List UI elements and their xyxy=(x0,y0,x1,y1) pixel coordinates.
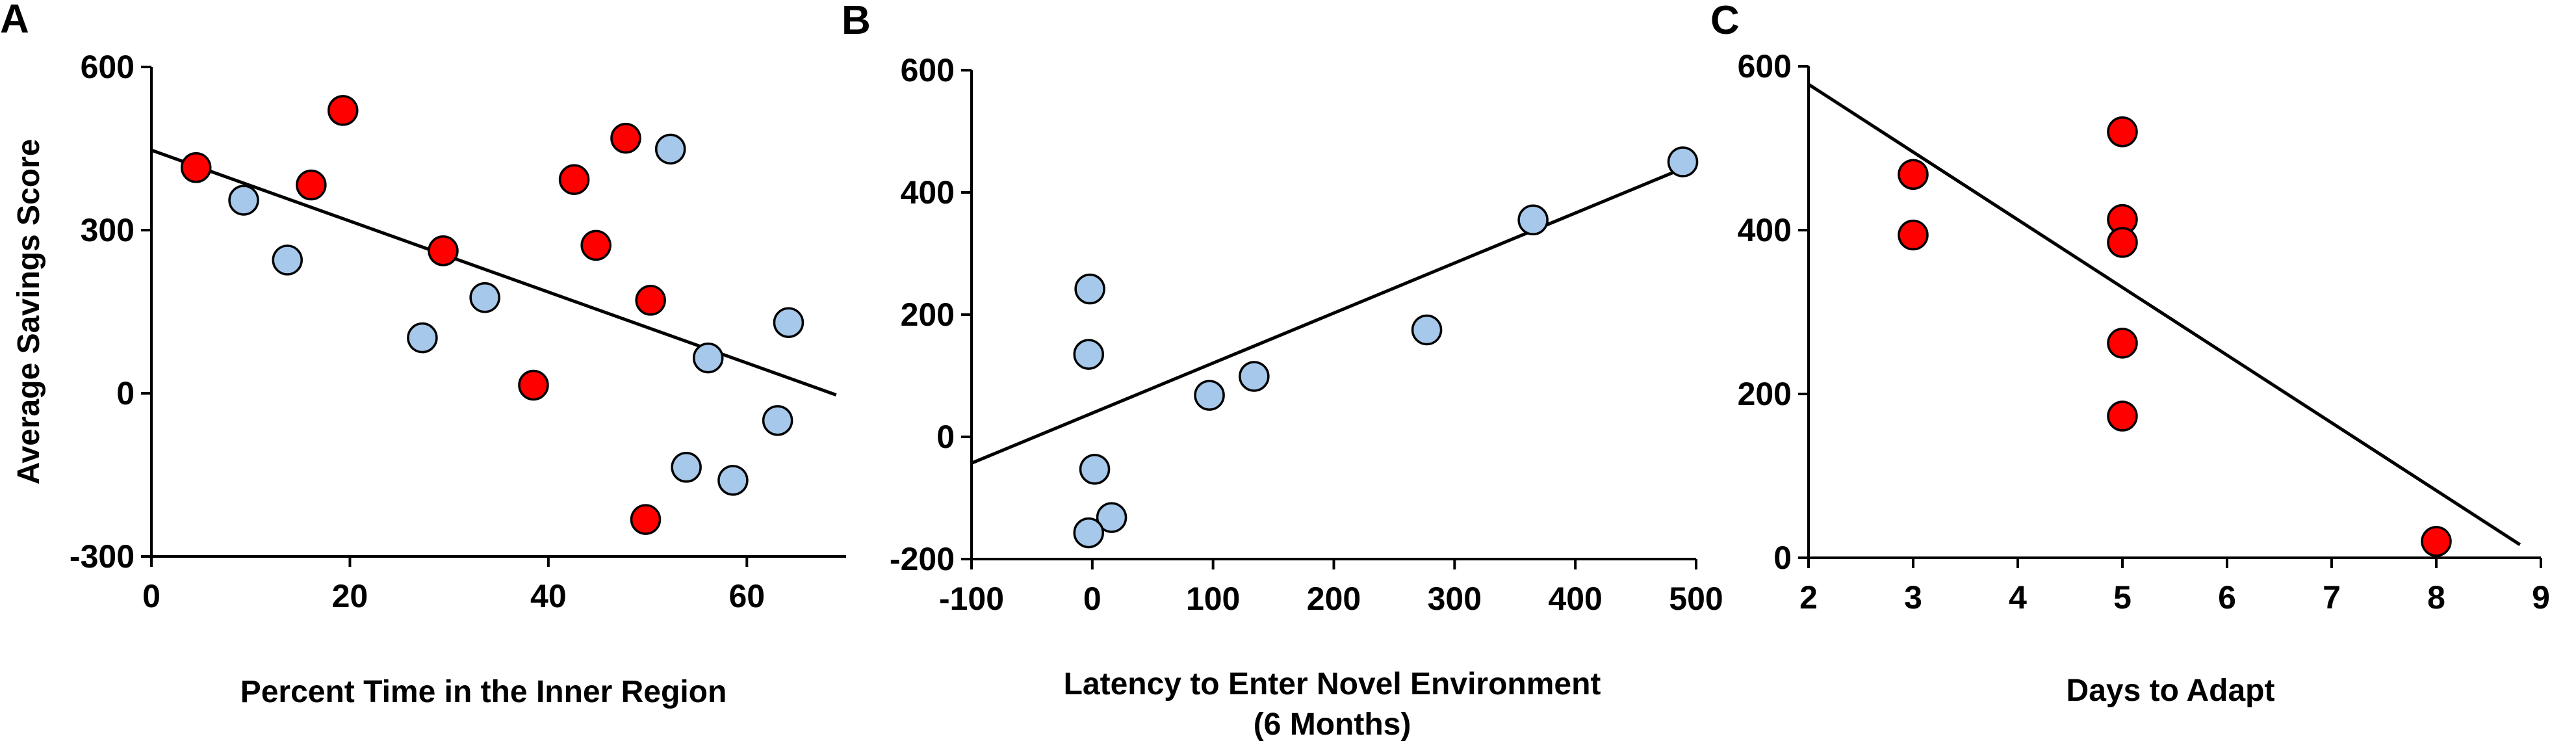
x-tick-label: 200 xyxy=(1307,581,1361,617)
data-point-blue xyxy=(469,281,500,313)
panel-c: C 0 200 400 600 2 3 4 5 6 7 8 9 Days to Adapt xyxy=(1710,0,2550,708)
data-point-red xyxy=(630,504,662,535)
data-point-blue xyxy=(228,185,259,216)
regression-line xyxy=(151,148,837,397)
x-tick-label: 2 xyxy=(1799,579,1818,616)
data-point-red xyxy=(327,95,359,126)
y-tick-label: 0 xyxy=(116,375,135,412)
x-axis-subtitle: (6 Months) xyxy=(1254,707,1411,742)
data-point-blue xyxy=(272,244,303,276)
data-point-red xyxy=(2107,227,2138,258)
data-point-red xyxy=(610,122,641,154)
y-tick-label: 600 xyxy=(81,49,135,85)
x-tick-label: 8 xyxy=(2427,579,2445,616)
data-point-blue xyxy=(1096,502,1127,533)
data-point-blue xyxy=(773,307,805,338)
data-point-blue xyxy=(1517,204,1549,236)
data-point-red xyxy=(635,285,666,316)
x-tick-label: 40 xyxy=(530,578,567,614)
data-point-blue xyxy=(1239,361,1270,392)
y-tick-label: 200 xyxy=(1738,376,1792,412)
x-axis-title: Latency to Enter Novel Environment xyxy=(1064,667,1601,701)
x-tick-label: 60 xyxy=(728,578,765,614)
x-tick-label: 0 xyxy=(142,578,161,614)
x-tick-label: 20 xyxy=(332,578,368,614)
x-tick-label: 500 xyxy=(1669,581,1723,617)
x-tick-label: 6 xyxy=(2218,579,2236,616)
y-tick-label: 300 xyxy=(81,212,135,248)
x-tick-label: 9 xyxy=(2532,579,2550,616)
panel-letter: C xyxy=(1710,0,1740,43)
y-tick-label: 400 xyxy=(901,174,955,211)
data-point-red xyxy=(2107,116,2138,148)
y-tick-label: -300 xyxy=(70,538,135,575)
x-axis-title: Percent Time in the Inner Region xyxy=(240,675,727,709)
data-point-blue xyxy=(1074,273,1105,305)
y-tick-label: 400 xyxy=(1738,212,1792,248)
y-axis-title: Average Savings Score xyxy=(12,139,46,485)
data-point-blue xyxy=(654,133,686,165)
y-tick-label: 600 xyxy=(1738,48,1792,85)
y-tick-label: 0 xyxy=(936,419,955,455)
data-point-blue xyxy=(407,322,438,354)
data-point-red xyxy=(1898,159,1929,190)
x-tick-label: 3 xyxy=(1904,579,1922,616)
data-point-blue xyxy=(692,342,724,374)
regression-line xyxy=(1807,83,2521,546)
x-tick-label: 4 xyxy=(2009,579,2027,616)
data-point-red xyxy=(180,152,212,183)
x-tick-label: 0 xyxy=(1083,581,1101,617)
data-point-blue xyxy=(762,405,793,436)
data-point-red xyxy=(2107,400,2138,432)
y-tick-label: -200 xyxy=(890,541,955,577)
panel-b: B -200 0 200 400 600 -100 0 100 200 300 400 500 Laten… xyxy=(842,0,1723,742)
y-tick-label: 600 xyxy=(901,52,955,88)
data-point-blue xyxy=(671,452,702,483)
x-tick-label: 300 xyxy=(1428,581,1482,617)
y-tick-label: 0 xyxy=(1773,540,1792,576)
data-point-red xyxy=(2107,328,2138,359)
data-point-blue xyxy=(1073,517,1105,549)
x-tick-label: 5 xyxy=(2113,579,2132,616)
regression-line xyxy=(971,166,1685,465)
data-point-blue xyxy=(1194,380,1225,411)
x-tick-label: 400 xyxy=(1548,581,1602,617)
panel-letter: A xyxy=(0,0,29,42)
data-point-red xyxy=(428,235,459,267)
data-point-red xyxy=(296,169,327,201)
data-point-blue xyxy=(1073,339,1105,370)
x-tick-label: 100 xyxy=(1186,581,1240,617)
data-point-red xyxy=(558,164,590,195)
data-point-red xyxy=(2421,526,2452,557)
data-point-red xyxy=(518,369,549,401)
panel-letter: B xyxy=(842,0,871,43)
data-point-blue xyxy=(1079,454,1111,485)
x-tick-label: 7 xyxy=(2323,579,2341,616)
y-tick-label: 200 xyxy=(901,296,955,333)
data-point-blue xyxy=(1411,314,1443,346)
data-point-blue xyxy=(1667,146,1699,177)
x-tick-label: -100 xyxy=(939,581,1004,617)
x-axis-title: Days to Adapt xyxy=(2067,673,2275,708)
data-point-red xyxy=(1898,219,1929,251)
data-point-blue xyxy=(717,465,749,496)
data-point-red xyxy=(580,229,612,261)
